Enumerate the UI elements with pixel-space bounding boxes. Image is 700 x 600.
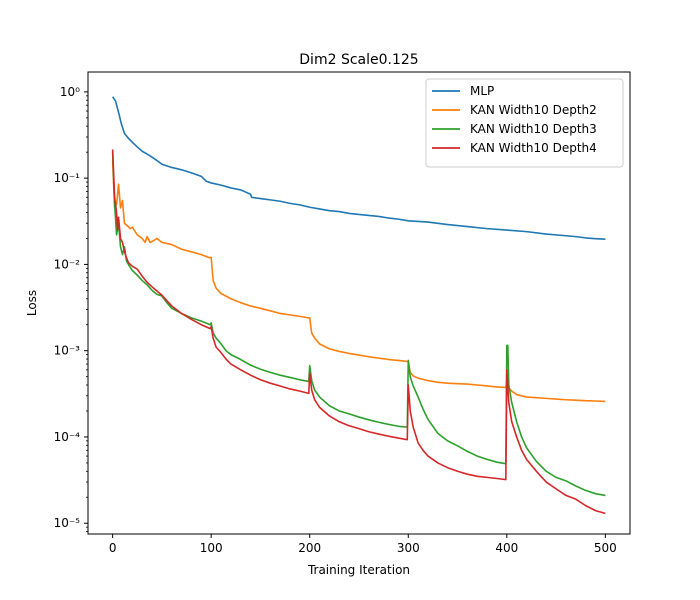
x-tick-label: 500 [594, 541, 617, 555]
series-line-3 [111, 152, 606, 497]
series-layer [111, 96, 606, 515]
chart-title: Dim2 Scale0.125 [299, 52, 418, 68]
y-tick-label: 10⁻⁴ [54, 430, 81, 444]
legend: MLP KAN Width10 Depth2 KAN Width10 Depth3 K… [425, 78, 624, 168]
x-tick-label: 100 [200, 541, 223, 555]
plot-frame [87, 71, 631, 535]
x-tick-label: 300 [397, 541, 420, 555]
y-tick-label: 10⁻⁵ [54, 516, 81, 530]
legend-label-1: MLP [470, 84, 494, 98]
x-tick-label: 400 [495, 541, 518, 555]
legend-label-2: KAN Width10 Depth2 [470, 103, 597, 117]
legend-label-4: KAN Width10 Depth4 [470, 141, 597, 155]
ticks-layer: 0 100 200 300 400 500 10⁻⁵ 10⁻⁴ 10⁻³ 10⁻² 10⁻¹ 10⁰ [54, 85, 617, 555]
x-axis-label: Training Iteration [307, 563, 410, 577]
y-tick-label: 10⁻² [54, 257, 81, 271]
y-tick-label: 10⁰ [60, 85, 80, 99]
series-line-4 [111, 149, 606, 515]
x-tick-label: 0 [109, 541, 117, 555]
legend-label-3: KAN Width10 Depth3 [470, 122, 597, 136]
x-tick-label: 200 [298, 541, 321, 555]
legend-box [425, 78, 624, 168]
y-tick-label: 10⁻¹ [54, 171, 81, 185]
series-line-1 [111, 96, 606, 240]
y-axis-label: Loss [25, 290, 39, 316]
y-tick-label: 10⁻³ [54, 344, 81, 358]
